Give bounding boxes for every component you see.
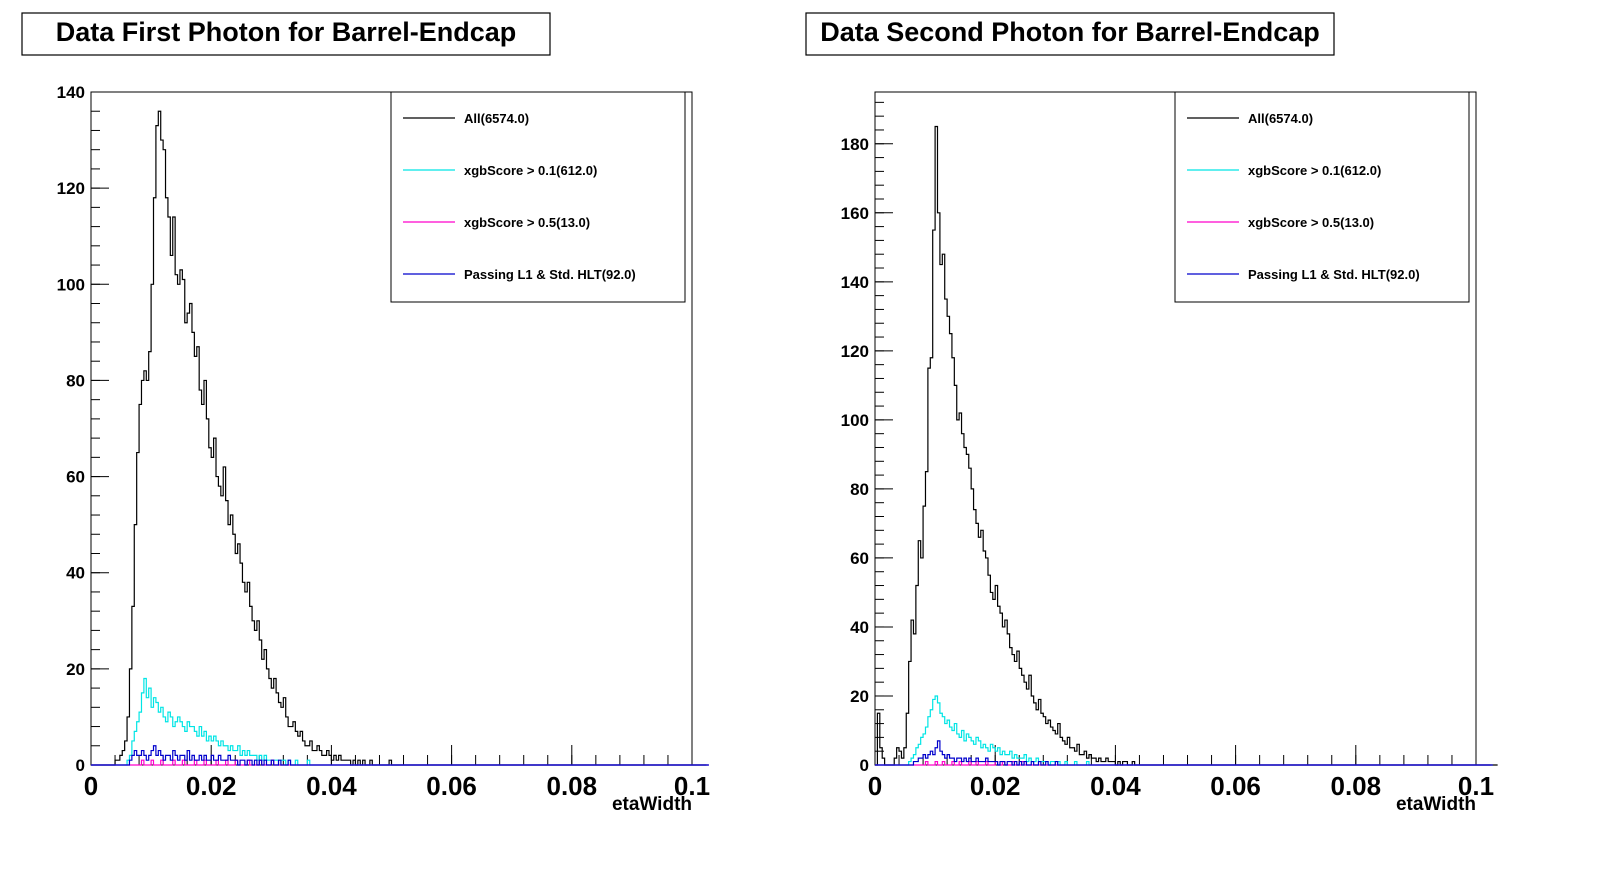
y-tick-label: 120 [57, 179, 85, 198]
legend-label: All(6574.0) [464, 111, 529, 126]
y-tick-label: 140 [57, 83, 85, 102]
x-tick-label: 0.04 [1090, 771, 1141, 801]
chart-title: Data Second Photon for Barrel-Endcap [820, 17, 1320, 47]
y-axis: 0 20 40 60 80 100 120 140 [57, 83, 109, 775]
y-tick-label: 20 [66, 660, 85, 679]
series-xgb01-histogram [875, 695, 1491, 766]
x-tick-label: 0.08 [546, 771, 597, 801]
x-tick-label: 0 [868, 771, 882, 801]
title-box [21, 12, 551, 56]
x-tick-label: 0.02 [186, 771, 237, 801]
y-tick-label: 20 [850, 687, 869, 706]
legend-label: Passing L1 & Std. HLT(92.0) [1248, 267, 1420, 282]
y-tick-label: 180 [841, 135, 869, 154]
histogram-series [91, 110, 709, 766]
x-tick-label: 0.1 [674, 771, 710, 801]
y-tick-label: 0 [860, 756, 869, 775]
legend-label: xgbScore > 0.1(612.0) [1248, 163, 1381, 178]
legend-label: xgbScore > 0.5(13.0) [1248, 215, 1374, 230]
y-tick-label: 140 [841, 273, 869, 292]
x-axis-label: etaWidth [612, 794, 692, 815]
y-tick-label: 160 [841, 204, 869, 223]
legend-box [1174, 91, 1470, 303]
chart-panel-second-photon: Data Second Photon for Barrel-Endcap 0 20… [805, 12, 1498, 815]
x-axis: 0 0.02 0.04 0.06 0.08 0.1 [868, 745, 1494, 801]
x-tick-label: 0.06 [1210, 771, 1261, 801]
x-tick-label: 0.1 [1458, 771, 1494, 801]
histogram-series [875, 125, 1498, 766]
y-tick-label: 40 [850, 618, 869, 637]
x-tick-label: 0.02 [970, 771, 1021, 801]
series-l1hlt-histogram [91, 745, 709, 766]
legend-box [390, 91, 686, 303]
x-tick-label: 0.04 [306, 771, 357, 801]
legend-label: xgbScore > 0.5(13.0) [464, 215, 590, 230]
series-xgb05-histogram [91, 759, 709, 766]
legend-label: xgbScore > 0.1(612.0) [464, 163, 597, 178]
series-xgb01-histogram [91, 677, 709, 766]
y-tick-label: 80 [66, 371, 85, 390]
y-tick-label: 80 [850, 480, 869, 499]
y-tick-label: 60 [850, 549, 869, 568]
y-axis: 0 20 40 60 80 100 120 140 160 180 [841, 101, 893, 775]
y-tick-label: 40 [66, 564, 85, 583]
y-tick-label: 60 [66, 468, 85, 487]
y-tick-label: 120 [841, 342, 869, 361]
legend-label: Passing L1 & Std. HLT(92.0) [464, 267, 636, 282]
legend: All(6574.0) xgbScore > 0.1(612.0) xgbScore… [390, 91, 686, 303]
x-axis: 0 0.02 0.04 0.06 0.08 0.1 [84, 745, 710, 801]
y-tick-label: 100 [841, 411, 869, 430]
series-l1hlt-histogram [875, 740, 1493, 766]
x-tick-label: 0.06 [426, 771, 477, 801]
y-tick-label: 0 [76, 756, 85, 775]
x-tick-label: 0.08 [1330, 771, 1381, 801]
y-tick-label: 100 [57, 275, 85, 294]
chart-panel-first-photon: Data First Photon for Barrel-Endcap 0 20 4… [21, 12, 710, 815]
chart-title: Data First Photon for Barrel-Endcap [56, 17, 517, 47]
legend: All(6574.0) xgbScore > 0.1(612.0) xgbScore… [1174, 91, 1470, 303]
legend-label: All(6574.0) [1248, 111, 1313, 126]
x-tick-label: 0 [84, 771, 98, 801]
title-box [805, 12, 1335, 56]
x-axis-label: etaWidth [1396, 794, 1476, 815]
